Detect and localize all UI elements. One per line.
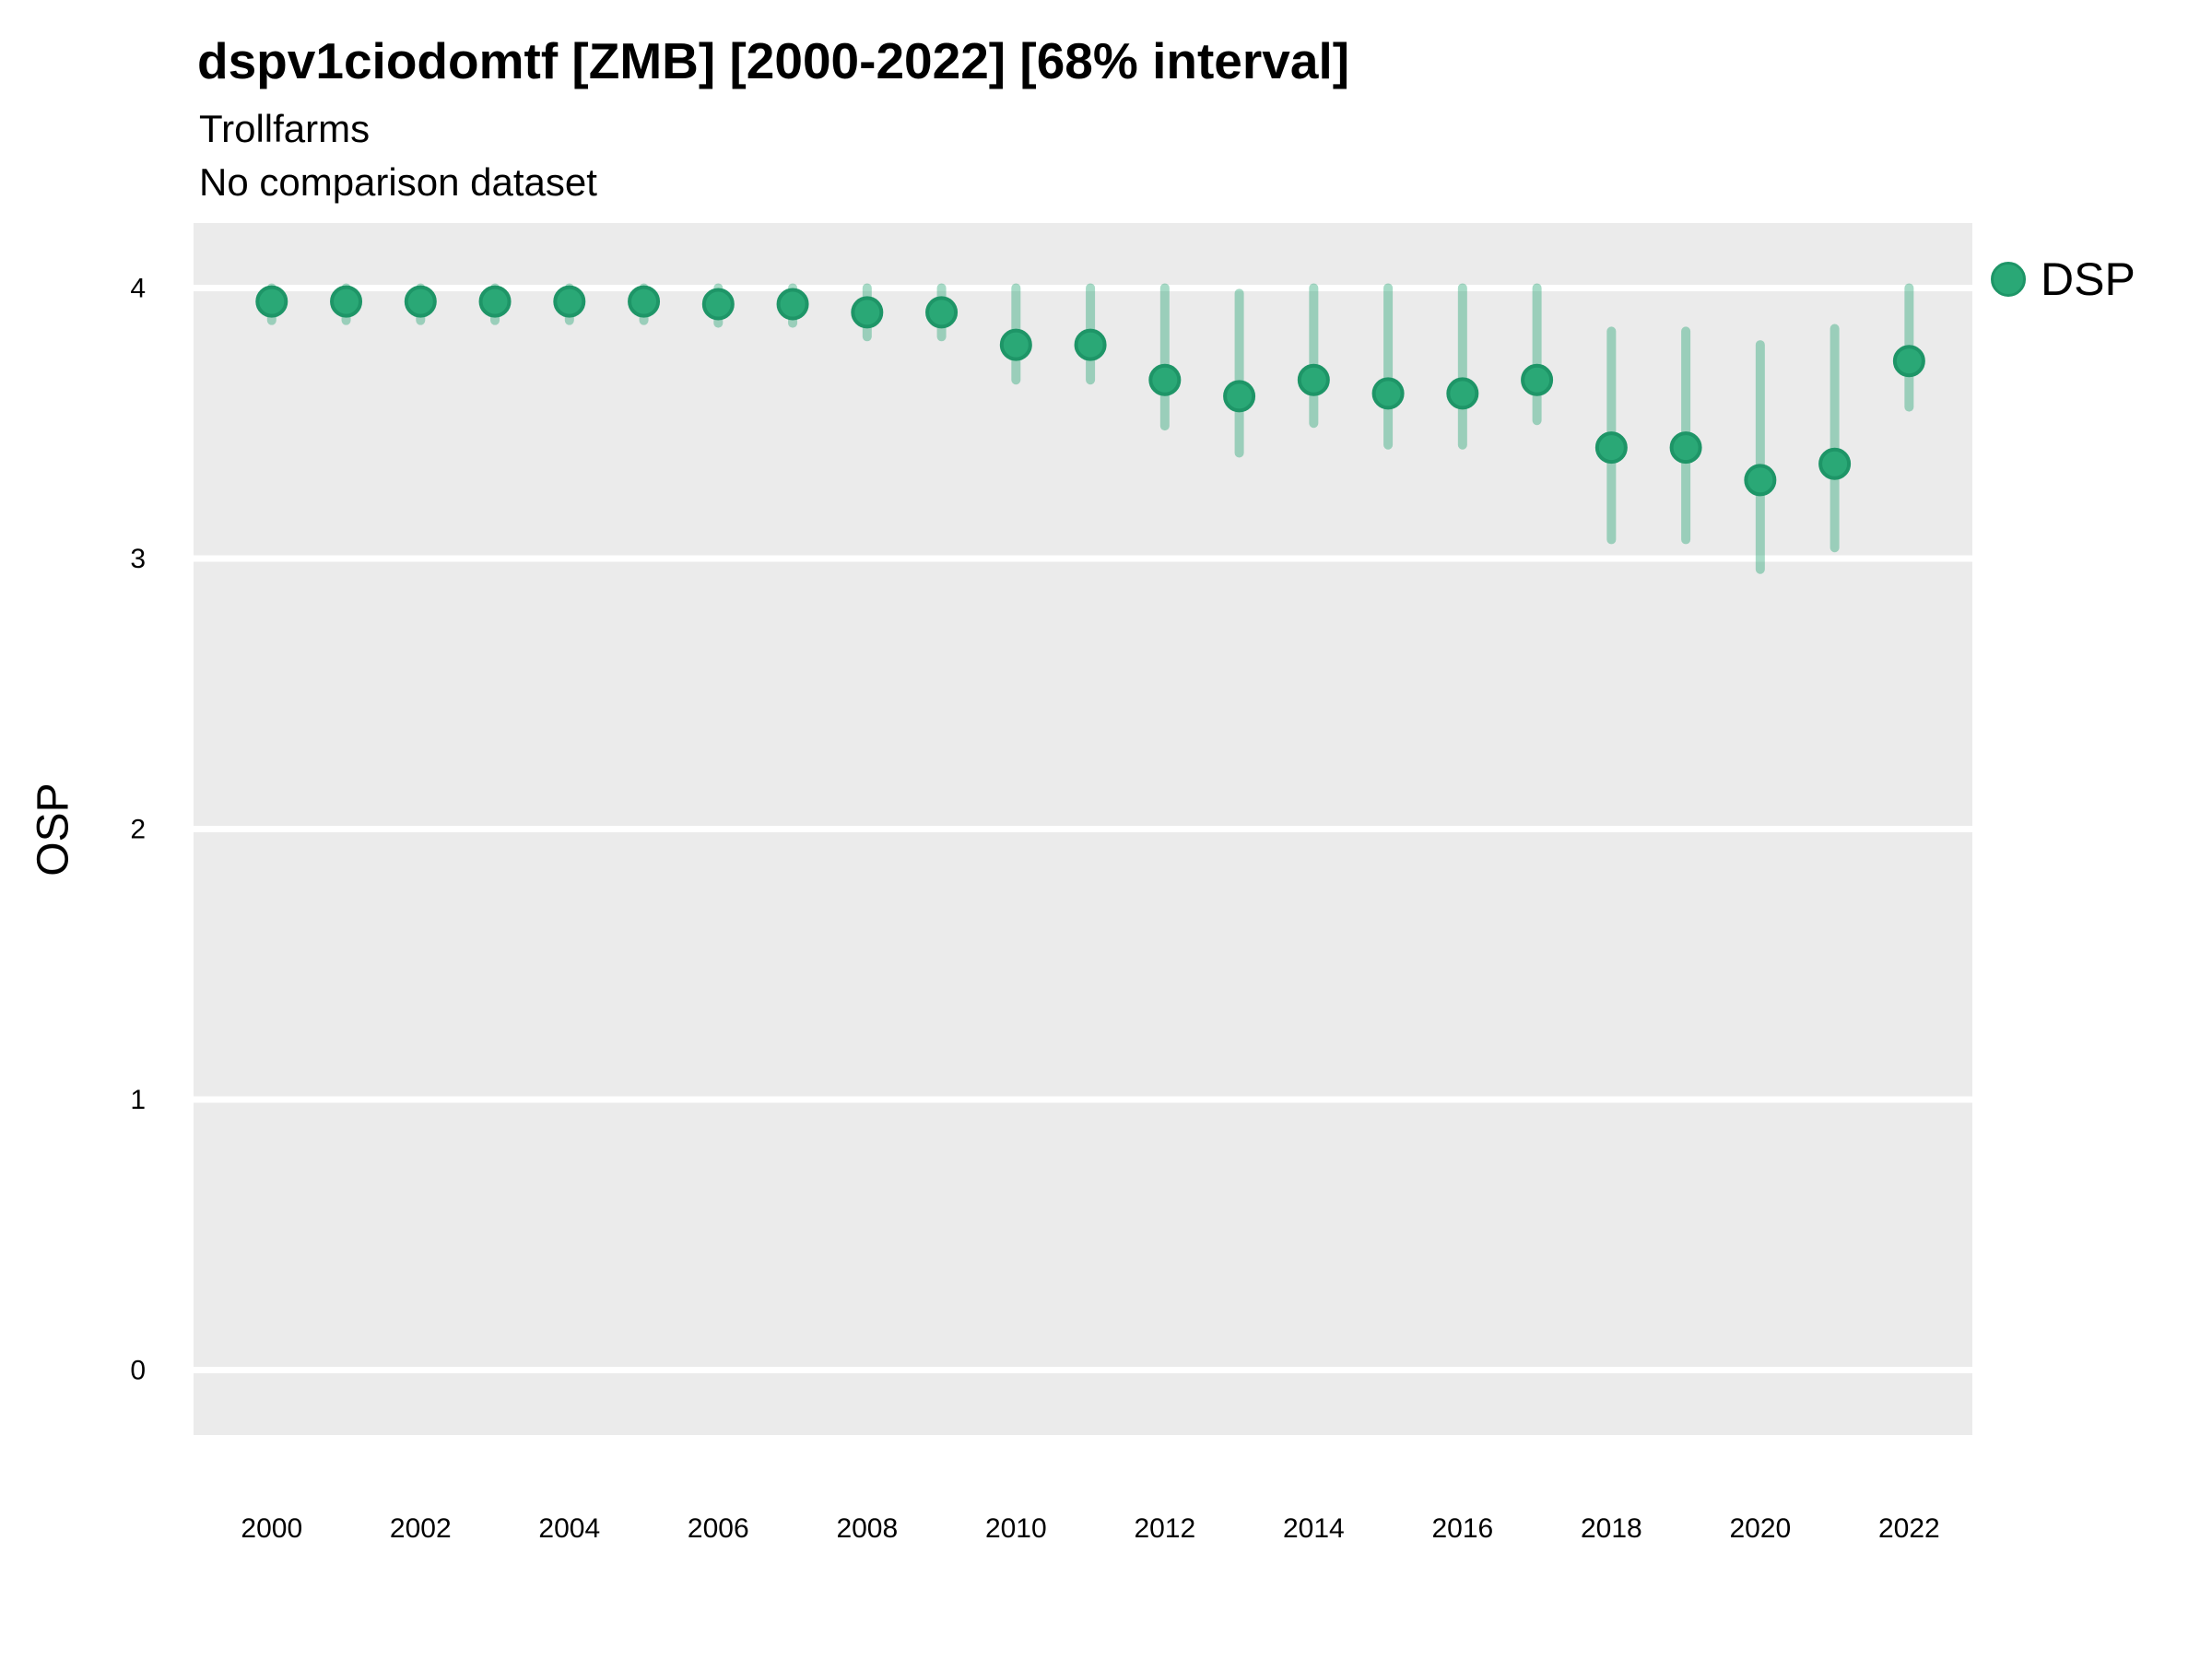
y-tick-label-1: 1	[130, 1085, 146, 1115]
x-tick-label-2006: 2006	[688, 1513, 749, 1544]
x-tick-label-2002: 2002	[390, 1513, 452, 1544]
x-tick-label-2014: 2014	[1283, 1513, 1345, 1544]
data-point-2018	[1594, 431, 1628, 465]
y-tick-label-0: 0	[130, 1356, 146, 1386]
data-point-2015	[1371, 377, 1405, 410]
data-point-2013	[1223, 380, 1256, 413]
x-tick-label-2004: 2004	[538, 1513, 600, 1544]
data-point-2008	[851, 296, 884, 329]
data-point-2000	[255, 285, 288, 318]
legend-marker-icon	[1991, 262, 2026, 297]
data-point-2007	[776, 288, 809, 321]
data-point-2022	[1892, 345, 1925, 378]
x-tick-label-2018: 2018	[1581, 1513, 1642, 1544]
x-tick-label-2000: 2000	[241, 1513, 302, 1544]
data-point-2014	[1297, 363, 1330, 396]
data-point-2002	[404, 285, 437, 318]
data-point-2019	[1669, 431, 1702, 465]
data-point-2016	[1446, 377, 1479, 410]
data-point-2011	[1074, 328, 1107, 361]
data-point-2001	[330, 285, 363, 318]
x-tick-label-2012: 2012	[1134, 1513, 1195, 1544]
data-point-2010	[999, 328, 1032, 361]
data-point-2021	[1818, 447, 1852, 480]
data-point-2004	[553, 285, 586, 318]
y-tick-label-2: 2	[130, 815, 146, 845]
data-point-2017	[1521, 363, 1554, 396]
x-tick-label-2008: 2008	[836, 1513, 898, 1544]
data-point-2020	[1744, 464, 1777, 497]
chart-subtitle: Trollfarms	[199, 107, 371, 150]
y-tick-label-3: 3	[130, 544, 146, 574]
data-point-2006	[701, 288, 735, 321]
comparison-note: No comparison dataset	[199, 160, 597, 204]
x-tick-label-2010: 2010	[985, 1513, 1047, 1544]
legend-label: DSP	[2041, 253, 2136, 305]
x-tick-label-2022: 2022	[1878, 1513, 1940, 1544]
legend: DSP	[1991, 253, 2136, 306]
chart-title: dspv1ciodomtf [ZMB] [2000-2022] [68% int…	[197, 32, 1350, 89]
x-tick-label-2016: 2016	[1431, 1513, 1493, 1544]
y-tick-label-4: 4	[130, 273, 146, 303]
data-point-2009	[925, 296, 959, 329]
data-point-2003	[478, 285, 512, 318]
data-point-2012	[1148, 363, 1182, 396]
x-tick-label-2020: 2020	[1729, 1513, 1791, 1544]
data-point-2005	[628, 285, 661, 318]
